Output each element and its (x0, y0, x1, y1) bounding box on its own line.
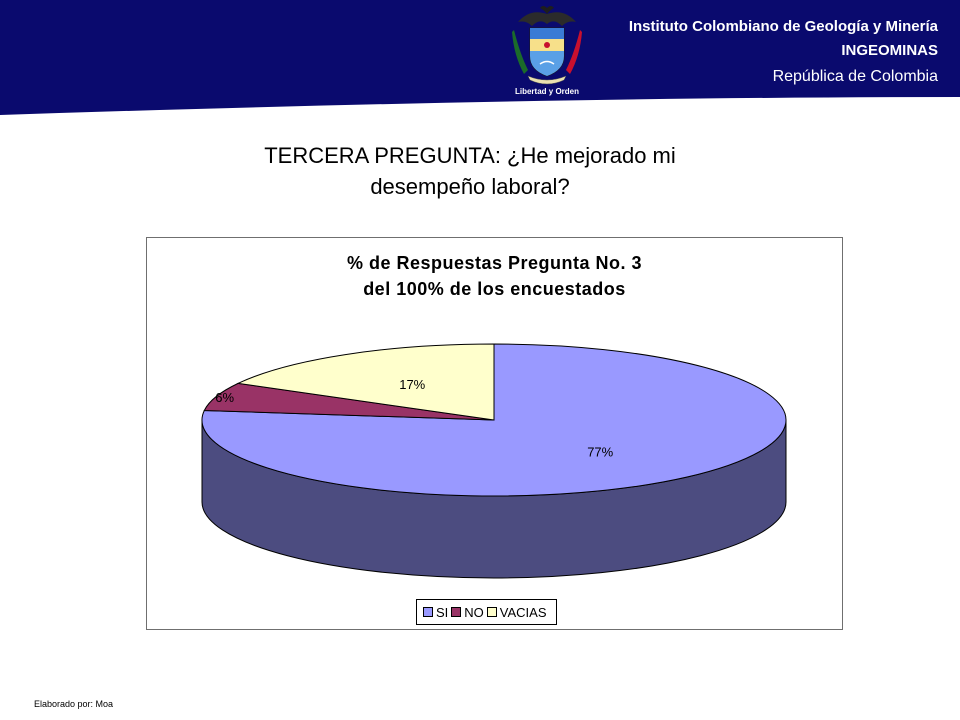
legend-label-no: NO (464, 604, 484, 620)
institute-name: Instituto Colombiano de Geología y Miner… (628, 18, 938, 35)
legend-item-si: SI (423, 605, 448, 620)
header-band-shape (0, 0, 960, 115)
legend-label-vacias: VACIAS (499, 604, 547, 620)
legend-swatch-no (451, 607, 462, 617)
legend-swatch-si (423, 607, 433, 617)
data-label-no: 6% (215, 390, 234, 405)
chart-title: % de Respuestas Pregunta No. 3 del 100% … (147, 250, 842, 302)
legend-item-vacias: VACIAS (486, 604, 547, 620)
chart-legend: SI NO VACIAS (416, 599, 557, 625)
footer-credit: Elaborado por: Moa (34, 699, 114, 709)
crest-motto: Libertad y Orden (515, 87, 579, 96)
pie-slice-vacias (236, 343, 495, 421)
slide-title-line2: desempeño laboral? (370, 174, 570, 199)
institute-block: Instituto Colombiano de Geología y Miner… (629, 16, 938, 90)
slide-title: TERCERA PREGUNTA: ¿He mejorado mi desemp… (230, 140, 710, 202)
legend-swatch-vacias (486, 607, 497, 617)
chart-title-line2: del 100% de los encuestados (363, 279, 626, 299)
data-label-si: 77% (587, 444, 613, 459)
colombia-crest-logo: Libertad y Orden (512, 6, 582, 96)
pie-chart: 77% 6% 17% (201, 343, 787, 579)
chart-title-line1: % de Respuestas Pregunta No. 3 (346, 253, 643, 273)
institute-acronym: INGEOMINAS (841, 42, 938, 59)
legend-item-no: NO (451, 605, 484, 620)
chart-area: % de Respuestas Pregunta No. 3 del 100% … (146, 237, 843, 630)
country-name: República de Colombia (772, 68, 938, 85)
slide-title-line1: TERCERA PREGUNTA: ¿He mejorado mi (264, 143, 676, 168)
header-band: Libertad y Orden Instituto Colombiano de… (0, 0, 960, 115)
legend-label-si: SI (436, 604, 449, 620)
data-label-vacias: 17% (399, 377, 425, 392)
